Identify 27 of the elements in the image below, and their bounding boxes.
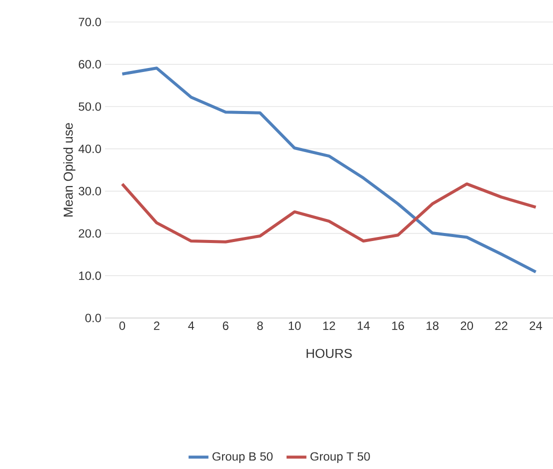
y-tick-label: 10.0 bbox=[79, 271, 102, 280]
x-tick-label: 2 bbox=[154, 322, 160, 330]
y-axis-title: Mean Opiod use bbox=[63, 123, 76, 216]
y-tick-label: 70.0 bbox=[78, 18, 102, 26]
y-tick-label: 60.0 bbox=[78, 60, 102, 69]
y-tick-label: 40.0 bbox=[78, 144, 102, 154]
y-tick-label: 0.0 bbox=[85, 314, 102, 322]
x-tick-label: 4 bbox=[188, 322, 194, 330]
x-tick-label: 14 bbox=[358, 322, 370, 330]
y-tick-label: 30.0 bbox=[78, 186, 102, 196]
x-tick-label: 18 bbox=[426, 322, 439, 330]
x-tick-label: 6 bbox=[222, 322, 228, 330]
x-tick-label: 24 bbox=[530, 322, 542, 330]
y-tick-label: 50.0 bbox=[78, 102, 102, 111]
legend-label: Group T 50 bbox=[310, 452, 370, 464]
line-series bbox=[120, 66, 538, 274]
x-tick-label: 12 bbox=[323, 322, 336, 330]
y-tick-label: 20.0 bbox=[78, 229, 102, 238]
x-tick-label: 20 bbox=[460, 322, 474, 330]
x-axis-title: HOURS bbox=[306, 348, 352, 358]
line-series bbox=[120, 182, 538, 244]
x-tick-label: 0 bbox=[119, 322, 126, 330]
x-tick-label: 10 bbox=[288, 322, 301, 330]
x-tick-label: 22 bbox=[495, 322, 508, 330]
legend-label: Group B 50 bbox=[212, 452, 273, 464]
x-tick-label: 8 bbox=[257, 322, 263, 330]
x-tick-label: 16 bbox=[392, 322, 404, 330]
